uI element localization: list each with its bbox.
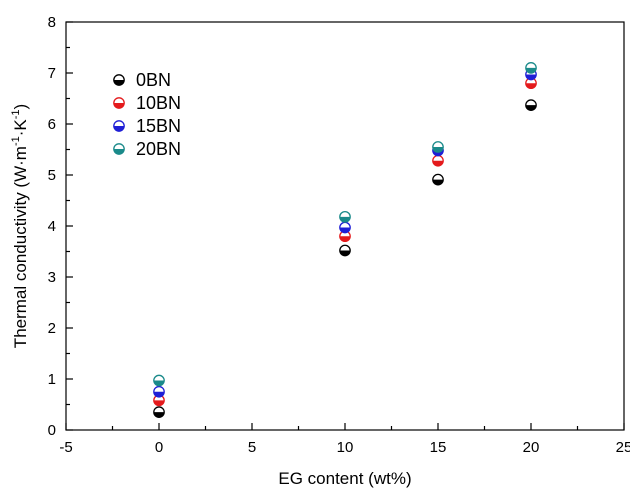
y-tick-label: 1 bbox=[48, 371, 56, 388]
legend-label-0bn: 0BN bbox=[136, 70, 171, 90]
axis-ticks bbox=[65, 21, 625, 431]
x-tick-label: 25 bbox=[616, 439, 630, 456]
y-tick-labels: 0 1 2 3 4 5 6 7 8 bbox=[48, 14, 56, 439]
legend-label-10bn: 10BN bbox=[136, 93, 181, 113]
legend-label-15bn: 15BN bbox=[136, 116, 181, 136]
y-tick-label: 8 bbox=[48, 14, 56, 31]
legend-marker-0bn bbox=[113, 74, 125, 86]
x-tick-labels: -5 0 5 10 15 20 25 bbox=[59, 439, 630, 456]
y-tick-label: 0 bbox=[48, 422, 56, 439]
data-point-20bn bbox=[525, 62, 537, 74]
x-tick-label: 20 bbox=[523, 439, 540, 456]
legend-marker-10bn bbox=[113, 97, 125, 109]
x-tick-label: 15 bbox=[430, 439, 447, 456]
data-point-20bn bbox=[432, 141, 444, 153]
data-point-0bn bbox=[339, 244, 351, 257]
legend: 0BN 10BN 15BN 20BN bbox=[113, 70, 181, 159]
y-tick-label: 6 bbox=[48, 116, 56, 133]
data-point-0bn bbox=[525, 99, 537, 111]
data-point-20bn bbox=[153, 374, 165, 387]
x-tick-label: 10 bbox=[337, 439, 354, 456]
y-tick-label: 2 bbox=[48, 320, 56, 337]
legend-label-20bn: 20BN bbox=[136, 139, 181, 159]
data-point-20bn bbox=[339, 210, 351, 223]
y-tick-label: 3 bbox=[48, 269, 56, 286]
data-point-15bn bbox=[339, 221, 351, 234]
y-tick-label: 5 bbox=[48, 167, 56, 184]
data-point-15bn bbox=[153, 385, 165, 398]
data-point-0bn bbox=[153, 406, 165, 418]
y-axis-title: Thermal conductivity (W·m-1·K-1) bbox=[10, 104, 30, 348]
x-tick-label: 5 bbox=[248, 439, 256, 456]
legend-marker-15bn bbox=[113, 120, 125, 132]
data-point-10bn bbox=[525, 77, 537, 90]
data-point-0bn bbox=[432, 173, 444, 186]
y-tick-label: 4 bbox=[48, 218, 56, 235]
data-point-10bn bbox=[432, 154, 444, 167]
data-points bbox=[153, 62, 537, 418]
y-tick-label: 7 bbox=[48, 65, 56, 82]
x-tick-label: -5 bbox=[59, 439, 72, 456]
x-tick-label: 0 bbox=[155, 439, 163, 456]
x-axis-title: EG content (wt%) bbox=[278, 469, 411, 488]
legend-marker-20bn bbox=[113, 143, 125, 155]
